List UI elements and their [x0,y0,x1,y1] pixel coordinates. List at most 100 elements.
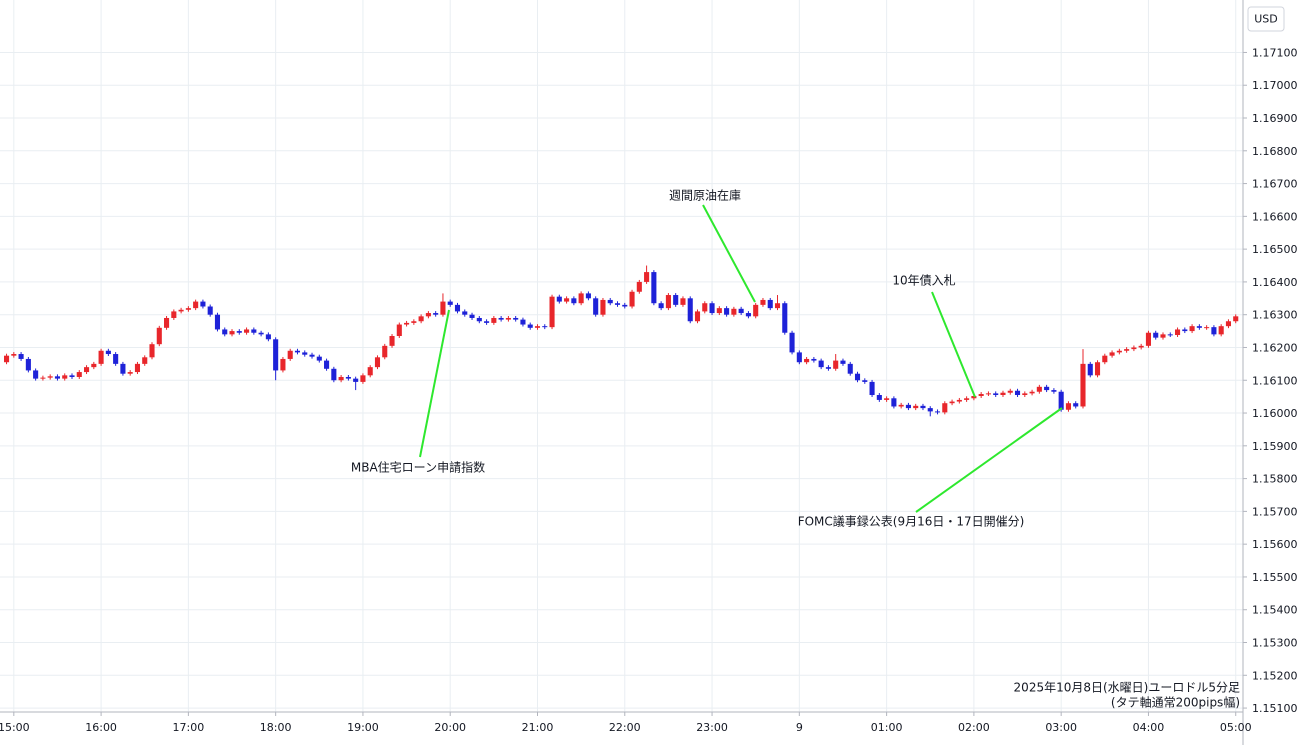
candle-body [774,303,781,309]
annotation: 週間原油在庫 [669,189,741,203]
candle-body [542,326,548,328]
candle-body [447,301,453,305]
candle-body [687,298,693,322]
candle-body [978,394,984,396]
candle-body [1225,321,1231,327]
candle-body [927,408,933,412]
candle-body [360,375,366,382]
candle-body [1174,329,1181,336]
candle-body [1109,352,1115,356]
candle-body [214,314,221,330]
candle-body [854,373,861,381]
candle-body [796,352,802,363]
x-tick-label: 20:00 [434,721,466,734]
candle-body [658,303,664,309]
candle-body [1036,386,1042,392]
candle-body [265,334,271,340]
y-tick-label: 1.16600 [1252,210,1298,223]
candle-body [324,360,330,369]
candle-body [1124,349,1130,351]
candle-body [1007,390,1013,393]
chart-note: (タテ軸通常200pips幅) [1111,695,1240,710]
candle-body [607,299,613,304]
candle-body [156,327,162,345]
candle-body [1182,329,1188,332]
candle-body [956,399,962,402]
candle-body [120,363,126,374]
y-tick-label: 1.16000 [1252,407,1298,420]
candle-body [1211,327,1217,335]
candle-body [600,299,606,315]
candle-body [4,355,10,363]
candle-body [113,354,119,364]
candle-body [302,352,308,355]
candle-body [884,398,890,400]
candle-body [1189,326,1195,332]
annotation: MBA住宅ローン申請指数 [351,460,485,475]
y-tick-label: 1.16100 [1252,374,1298,387]
y-tick-label: 1.16900 [1252,112,1298,125]
x-tick-label: 23:00 [696,721,728,734]
candle-body [367,367,373,376]
candle-body [40,377,46,379]
candle-body [18,354,24,359]
candle-body [585,293,591,299]
candle-body [374,357,381,368]
y-tick-label: 1.16500 [1252,243,1298,256]
candle-body [993,393,999,396]
candle-body [251,329,257,333]
x-tick-label: 15:00 [0,721,30,734]
candle-body [1014,390,1021,396]
candle-body [833,360,839,369]
candle-body [985,393,991,395]
candle-body [1102,355,1108,363]
candle-body [527,324,533,328]
candle-body [818,360,824,368]
y-tick-label: 1.15700 [1252,505,1298,518]
candle-body [1218,326,1224,335]
candle-body [1196,326,1202,328]
y-tick-label: 1.16400 [1252,276,1298,289]
y-tick-label: 1.17000 [1252,79,1298,92]
candle-body [920,405,926,409]
candle-body [1044,386,1050,391]
x-tick-label: 22:00 [609,721,641,734]
candle-body [98,350,104,364]
candle-body [716,308,722,314]
candle-body [462,311,468,315]
x-tick-label: 04:00 [1133,721,1165,734]
candle-body [236,331,242,333]
candle-body [273,339,279,371]
candle-body [782,303,788,333]
candle-body [556,296,562,302]
candle-body [665,295,671,309]
candle-body [760,299,766,305]
x-tick-label: 19:00 [347,721,379,734]
candle-body [905,404,911,409]
candle-body [738,308,744,314]
candle-body [127,372,133,374]
x-tick-label: 03:00 [1045,721,1077,734]
candle-body [622,304,628,307]
candle-body [294,350,301,353]
candle-body [724,308,730,315]
candle-body [876,395,882,400]
candle-body [702,303,708,312]
x-tick-label: 9 [796,721,803,734]
candle-body [425,313,431,317]
candle-body [84,367,90,373]
candle-body [971,395,977,399]
unit-box [1247,6,1285,32]
y-tick-label: 1.16300 [1252,309,1298,322]
candle-body [411,321,417,323]
y-tick-label: 1.15500 [1252,571,1298,584]
candle-body [534,326,541,328]
candle-body [229,331,235,335]
grid [0,0,1243,712]
candle-body [498,317,504,320]
candle-body [789,332,795,353]
y-tick-label: 1.15100 [1252,702,1298,715]
candle-body [331,368,337,381]
leader-line [702,204,756,303]
candle-body [76,372,82,377]
